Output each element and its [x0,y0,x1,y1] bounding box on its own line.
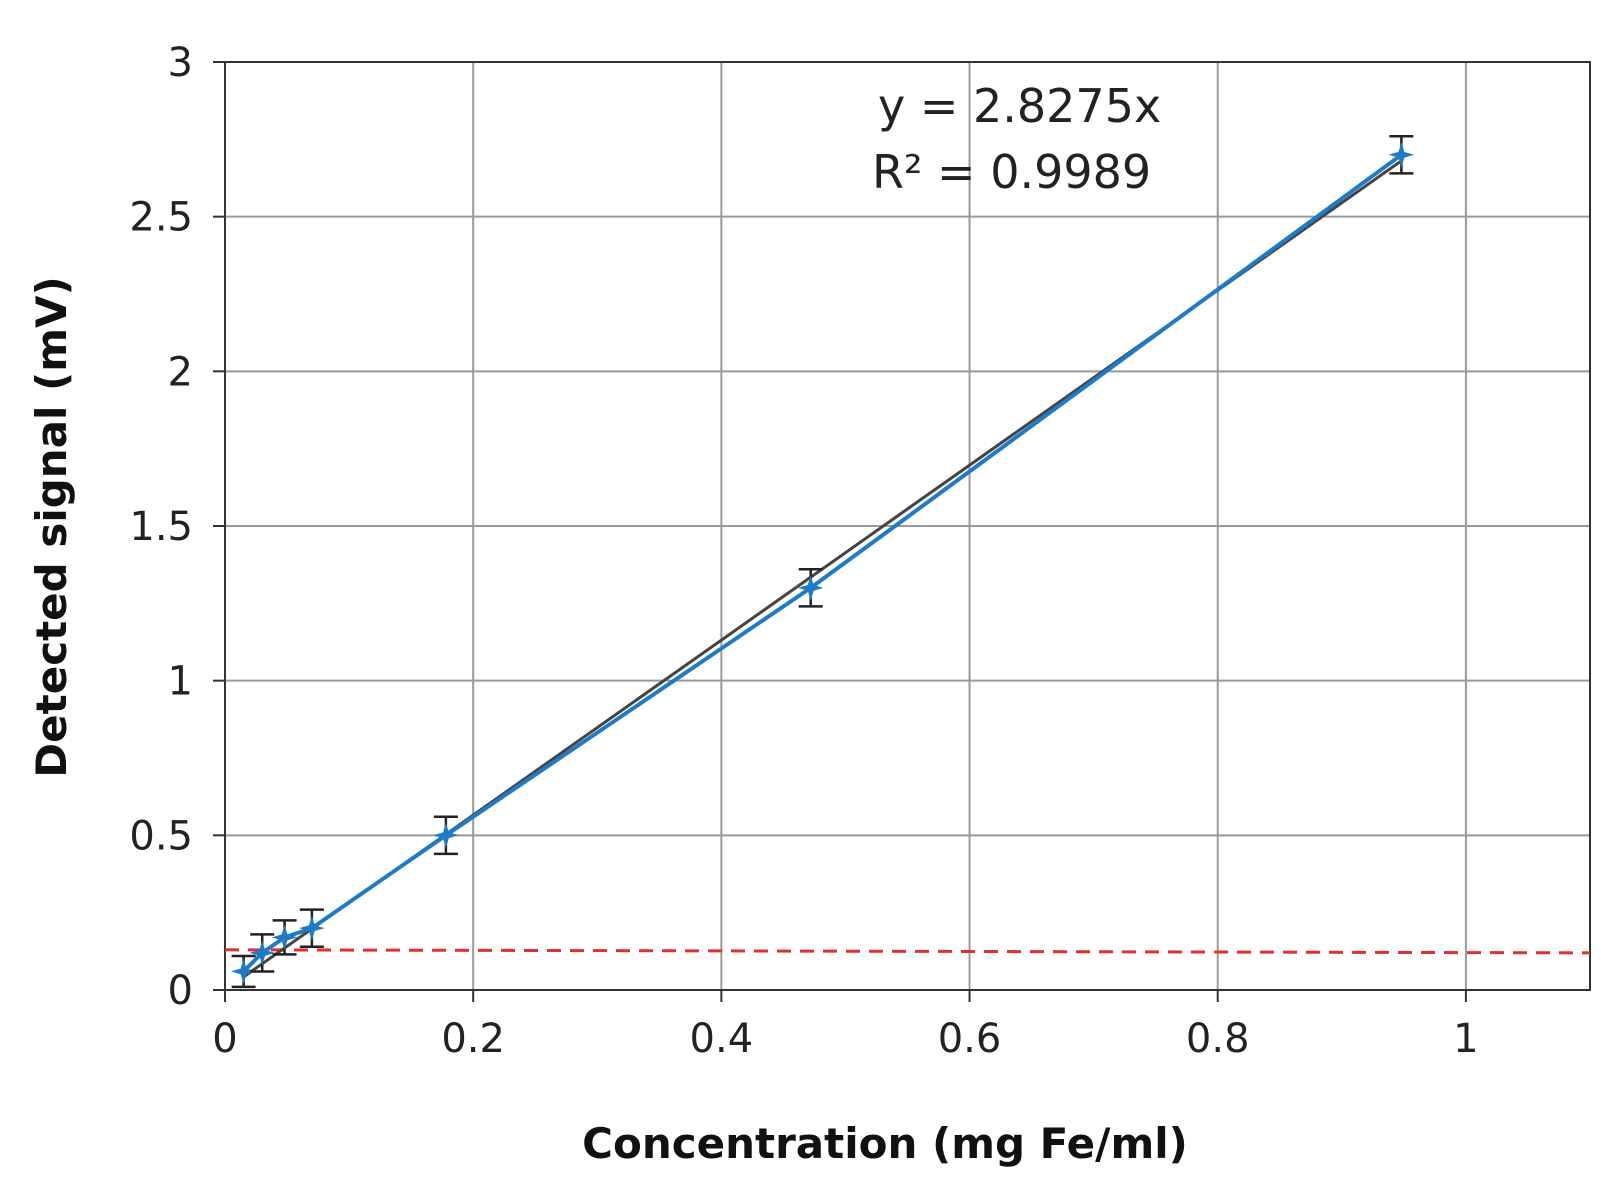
data-point-6 [1388,142,1415,168]
data-point-3 [299,915,325,941]
y-tick-label-6: 3 [168,40,193,86]
y-axis-ticks: 0 0.5 1 1.5 2 2.5 3 [129,40,225,1014]
y-tick-label-3: 1.5 [129,504,193,550]
x-axis-title: Concentration (mg Fe/ml) [582,1119,1188,1168]
data-point-2 [271,924,298,951]
x-tick-label-0: 0 [212,1016,237,1062]
trendline-r-squared: R² = 0.9989 [872,145,1151,199]
x-tick-label-1: 0.2 [441,1016,505,1062]
y-tick-label-0: 0 [168,968,193,1014]
data-point-0 [230,958,257,985]
threshold-line [224,948,1591,955]
y-axis-title: Detected signal (mV) [27,276,76,777]
x-tick-label-3: 0.6 [938,1016,1002,1062]
x-axis-ticks: 0 0.2 0.4 0.6 0.8 1 [212,990,1479,1062]
y-tick-label-2: 1 [168,659,193,705]
x-tick-label-2: 0.4 [690,1016,754,1062]
data-point-1 [249,940,275,966]
x-tick-label-5: 1 [1453,1016,1478,1062]
data-point-5 [797,575,824,601]
data-point-4 [433,822,459,849]
series-group [230,134,1415,989]
y-tick-label-1: 0.5 [129,813,193,859]
x-tick-label-4: 0.8 [1186,1016,1250,1062]
threshold-line-group [224,948,1591,955]
y-tick-label-4: 2 [168,349,193,395]
trendline-equation: y = 2.8275x [878,79,1161,133]
y-tick-label-5: 2.5 [129,195,193,241]
